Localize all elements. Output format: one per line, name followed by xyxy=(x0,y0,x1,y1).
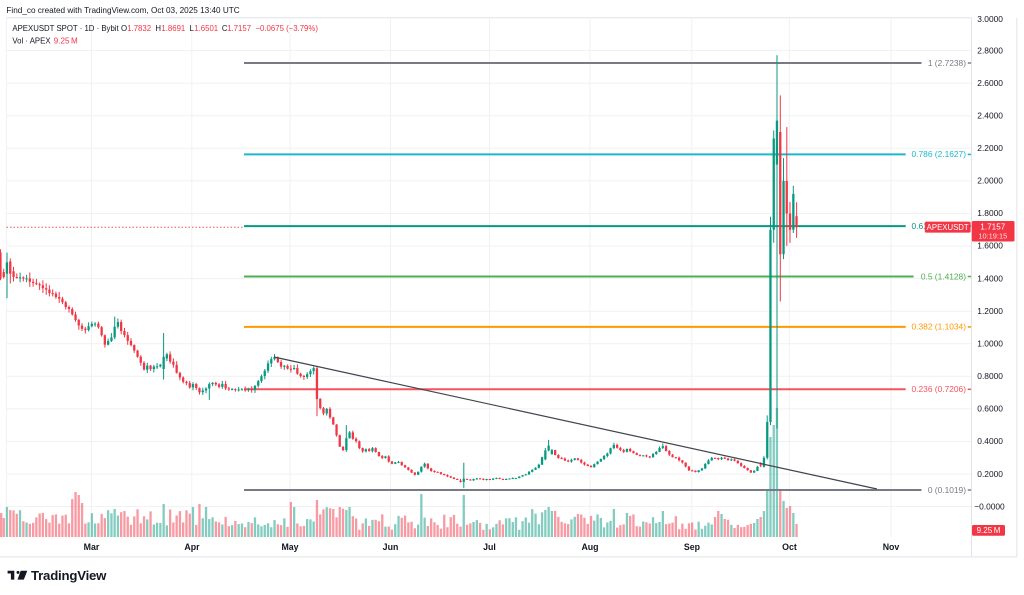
svg-text:1.6000: 1.6000 xyxy=(977,241,1003,251)
svg-text:2.4000: 2.4000 xyxy=(977,110,1003,120)
svg-text:L: L xyxy=(190,24,195,33)
svg-text:−0.0000: −0.0000 xyxy=(974,501,1005,511)
svg-text:1.7157: 1.7157 xyxy=(227,24,251,33)
svg-text:APEXUSDT SPOT · 1D · Bybit: APEXUSDT SPOT · 1D · Bybit xyxy=(12,24,119,33)
svg-text:9.25 M: 9.25 M xyxy=(977,526,1001,535)
svg-text:APEXUSDT: APEXUSDT xyxy=(927,223,969,232)
svg-text:O: O xyxy=(121,24,127,33)
svg-text:1 (2.7238): 1 (2.7238) xyxy=(928,58,966,68)
svg-text:0.786 (2.1627): 0.786 (2.1627) xyxy=(912,149,967,159)
svg-text:Aug: Aug xyxy=(581,542,598,552)
svg-text:1.0000: 1.0000 xyxy=(977,339,1003,349)
svg-text:Find_co created with TradingVi: Find_co created with TradingView.com, Oc… xyxy=(6,6,239,15)
svg-text:2.6000: 2.6000 xyxy=(977,78,1003,88)
svg-text:Apr: Apr xyxy=(184,542,200,552)
svg-text:TradingView: TradingView xyxy=(31,568,107,583)
svg-text:Jul: Jul xyxy=(483,542,496,552)
svg-text:0 (0.1019): 0 (0.1019) xyxy=(928,485,966,495)
svg-text:9.25 M: 9.25 M xyxy=(54,37,78,46)
svg-text:0.6000: 0.6000 xyxy=(977,404,1003,414)
svg-text:1.6501: 1.6501 xyxy=(194,24,218,33)
svg-text:0.236 (0.7206): 0.236 (0.7206) xyxy=(912,384,967,394)
svg-text:0.5 (1.4128): 0.5 (1.4128) xyxy=(921,271,966,281)
svg-text:Nov: Nov xyxy=(883,542,900,552)
svg-text:H: H xyxy=(155,24,161,33)
svg-text:1.7157: 1.7157 xyxy=(980,223,1005,232)
svg-text:1.4000: 1.4000 xyxy=(977,273,1003,283)
svg-text:0.4000: 0.4000 xyxy=(977,436,1003,446)
svg-text:1.8000: 1.8000 xyxy=(977,208,1003,218)
svg-text:1.8691: 1.8691 xyxy=(161,24,185,33)
svg-text:0.8000: 0.8000 xyxy=(977,371,1003,381)
svg-text:May: May xyxy=(281,542,298,552)
svg-text:2.0000: 2.0000 xyxy=(977,176,1003,186)
svg-text:0.2000: 0.2000 xyxy=(977,469,1003,479)
svg-text:0.382 (1.1034): 0.382 (1.1034) xyxy=(912,322,967,332)
svg-text:Mar: Mar xyxy=(84,542,100,552)
svg-text:−0.0675 (−3.79%): −0.0675 (−3.79%) xyxy=(256,24,319,33)
svg-text:3.0000: 3.0000 xyxy=(977,14,1003,24)
svg-text:10:19:15: 10:19:15 xyxy=(978,232,1007,241)
svg-text:Jun: Jun xyxy=(383,542,399,552)
svg-text:2.8000: 2.8000 xyxy=(977,45,1003,55)
svg-text:1.7832: 1.7832 xyxy=(127,24,151,33)
svg-text:Vol · APEX: Vol · APEX xyxy=(12,37,51,46)
svg-text:Sep: Sep xyxy=(684,542,701,552)
svg-text:1.2000: 1.2000 xyxy=(977,306,1003,316)
svg-text:Oct: Oct xyxy=(782,542,797,552)
svg-text:2.2000: 2.2000 xyxy=(977,143,1003,153)
svg-text:C: C xyxy=(222,24,228,33)
